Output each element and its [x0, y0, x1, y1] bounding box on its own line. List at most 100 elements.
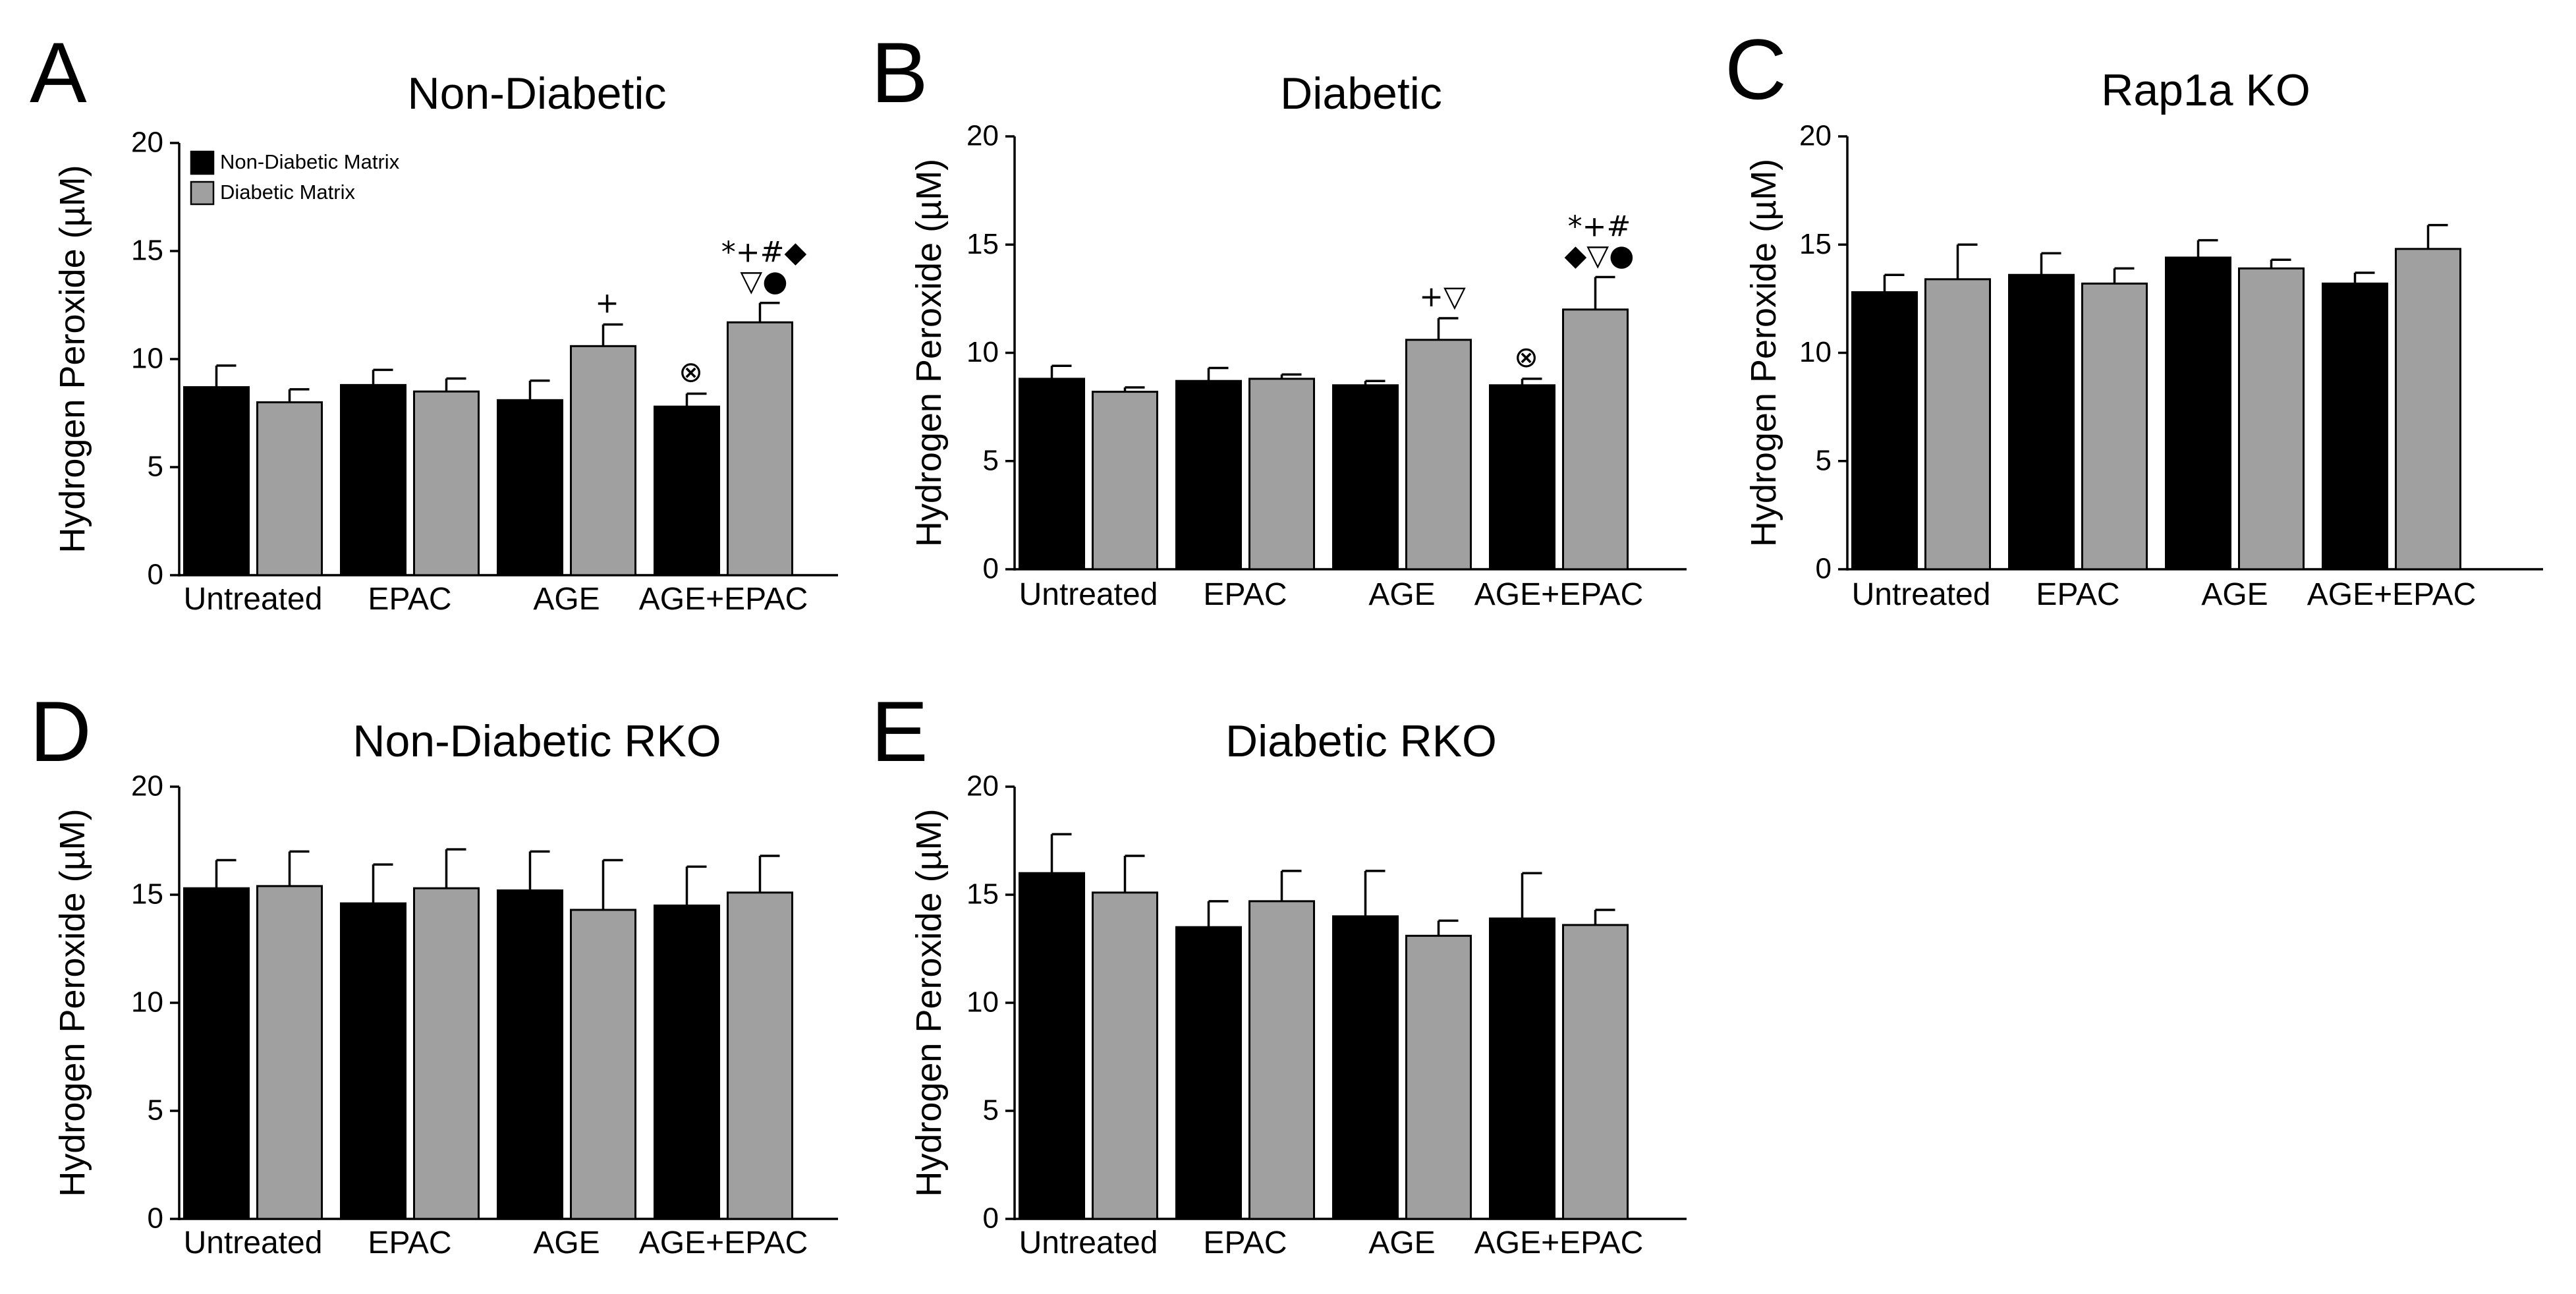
- panel-b: B Diabetic Hydrogen Peroxide (µM) 0 5 10 15 20 U…: [871, 24, 1687, 612]
- y-tick-label: 0: [1816, 553, 1832, 585]
- y-tick-label: 0: [148, 559, 163, 591]
- bar: [1092, 891, 1158, 1220]
- bar: [1019, 872, 1085, 1220]
- x-tick-label: AGE: [533, 1225, 600, 1260]
- y-tick-label: 15: [131, 878, 163, 911]
- x-tick-label: AGE: [533, 582, 600, 617]
- panel-e: E Diabetic RKO Hydrogen Peroxide (µM) 0 5 10 1…: [871, 683, 1687, 1260]
- y-tick-label: 10: [131, 343, 163, 375]
- bar: [727, 891, 793, 1220]
- panel-title: Rap1a KO: [2101, 65, 2310, 115]
- panel-letter: B: [871, 24, 928, 121]
- bar: [2395, 248, 2461, 571]
- y-axis-label: Hydrogen Peroxide (µM): [53, 165, 92, 553]
- bar: [1924, 278, 1991, 571]
- panel-c: C Rap1a KO Hydrogen Peroxide (µM) 0 5 10 15 20 U…: [1725, 21, 2543, 612]
- x-tick-label: Untreated: [184, 582, 323, 617]
- bar: [183, 386, 250, 577]
- y-tick-label: 20: [966, 120, 999, 152]
- bar: [413, 390, 480, 577]
- panel-title: Diabetic: [1280, 69, 1442, 119]
- x-tick-label: EPAC: [368, 582, 451, 617]
- bar: [654, 405, 720, 577]
- significance-marker: +: [595, 287, 619, 320]
- y-axis-label: Hydrogen Peroxide (µM): [53, 808, 92, 1196]
- bar: [1019, 378, 1085, 571]
- x-tick-label: EPAC: [1203, 577, 1287, 612]
- x-tick-label: Untreated: [1852, 577, 1991, 612]
- bar: [570, 345, 636, 577]
- y-tick-label: 10: [966, 986, 999, 1019]
- panel-letter: D: [30, 683, 92, 779]
- bar: [2238, 267, 2305, 571]
- x-tick-label: AGE+EPAC: [2307, 577, 2477, 612]
- x-tick-label: EPAC: [368, 1225, 451, 1260]
- y-tick-label: 10: [1799, 336, 1832, 368]
- panel-letter: C: [1725, 21, 1787, 117]
- y-tick-label: 20: [966, 770, 999, 802]
- x-tick-label: AGE: [1368, 1225, 1435, 1260]
- y-tick-label: 0: [983, 553, 999, 585]
- y-tick-label: 10: [966, 336, 999, 368]
- legend-swatch: [190, 150, 215, 175]
- y-tick-label: 5: [983, 444, 999, 476]
- bar: [570, 909, 636, 1220]
- bar: [654, 904, 720, 1220]
- panel-d: D Non-Diabetic RKO Hydrogen Peroxide (µM) 0…: [30, 683, 838, 1260]
- panel-letter: A: [30, 24, 87, 121]
- bar: [1405, 934, 1472, 1220]
- y-tick-label: 10: [131, 986, 163, 1019]
- x-tick-label: EPAC: [1203, 1225, 1287, 1260]
- bar: [1562, 924, 1629, 1220]
- significance-marker: *+#◆: [721, 236, 807, 269]
- panel-title: Non-Diabetic: [407, 69, 666, 119]
- x-tick-label: Untreated: [184, 1225, 323, 1260]
- bar: [1405, 339, 1472, 571]
- x-tick-label: Untreated: [1019, 577, 1158, 612]
- bar: [256, 401, 323, 577]
- significance-marker: ⊗: [679, 355, 703, 389]
- y-axis-label: Hydrogen Peroxide (µM): [909, 159, 949, 547]
- bar: [497, 889, 563, 1220]
- x-tick-label: AGE+EPAC: [639, 1225, 808, 1260]
- x-tick-label: AGE: [1368, 577, 1435, 612]
- x-tick-label: AGE+EPAC: [1474, 577, 1644, 612]
- bar: [1851, 291, 1918, 571]
- y-tick-label: 15: [1799, 228, 1832, 260]
- panel-letter: E: [871, 683, 928, 779]
- y-axis-label: Hydrogen Peroxide (µM): [909, 808, 949, 1196]
- bar: [340, 383, 406, 577]
- bar: [727, 321, 793, 577]
- bar: [2081, 282, 2148, 571]
- bar: [2322, 282, 2388, 571]
- y-tick-label: 20: [131, 770, 163, 802]
- x-tick-label: Untreated: [1019, 1225, 1158, 1260]
- bar: [1175, 926, 1242, 1220]
- significance-marker: ▽●: [740, 265, 787, 298]
- x-tick-label: EPAC: [2036, 577, 2119, 612]
- significance-marker: ⊗: [1514, 341, 1538, 374]
- significance-marker: ◆▽●: [1564, 239, 1634, 273]
- y-tick-label: 5: [148, 1094, 163, 1127]
- legend-label: Non-Diabetic Matrix: [220, 150, 400, 173]
- y-tick-label: 5: [983, 1094, 999, 1127]
- x-tick-label: AGE: [2201, 577, 2268, 612]
- y-tick-label: 5: [148, 451, 163, 483]
- y-tick-label: 20: [131, 127, 163, 159]
- panel-title: Non-Diabetic RKO: [352, 716, 721, 766]
- x-tick-label: AGE+EPAC: [639, 582, 808, 617]
- bar: [1248, 900, 1315, 1220]
- x-tick-label: AGE+EPAC: [1474, 1225, 1644, 1260]
- y-axis-label: Hydrogen Peroxide (µM): [1744, 159, 1783, 547]
- y-tick-label: 15: [131, 235, 163, 267]
- bar: [256, 885, 323, 1220]
- panel-title: Diabetic RKO: [1225, 716, 1497, 766]
- significance-marker: +▽: [1419, 280, 1466, 314]
- bar: [2165, 256, 2231, 571]
- bar: [340, 902, 406, 1220]
- significance-marker: *+#: [1568, 210, 1631, 244]
- bar: [1248, 378, 1315, 571]
- bar: [2008, 273, 2075, 571]
- bar: [413, 887, 480, 1220]
